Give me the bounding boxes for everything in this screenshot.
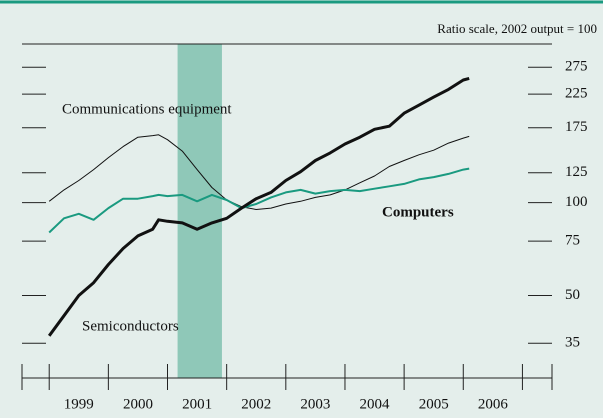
recession-band bbox=[177, 44, 222, 378]
x-tick-label: 2005 bbox=[419, 396, 449, 412]
y-tick-label: 50 bbox=[565, 287, 580, 303]
series-label: Semiconductors bbox=[82, 318, 179, 334]
x-tick-label: 2004 bbox=[360, 396, 391, 412]
x-tick-label: 2001 bbox=[182, 396, 212, 412]
y-tick-label: 75 bbox=[565, 233, 580, 249]
y-tick-label: 225 bbox=[565, 86, 588, 102]
y-tick-label: 275 bbox=[565, 59, 588, 75]
series-line bbox=[48, 134, 470, 210]
y-tick-label: 100 bbox=[565, 194, 588, 210]
x-tick-label: 2003 bbox=[300, 396, 330, 412]
series-line bbox=[47, 76, 470, 337]
x-tick-label: 2006 bbox=[478, 396, 509, 412]
x-tick-label: 2002 bbox=[241, 396, 271, 412]
series-label: Computers bbox=[382, 204, 454, 220]
series-line bbox=[48, 167, 470, 234]
y-tick-label: 35 bbox=[565, 335, 580, 351]
y-tick-label: 125 bbox=[565, 164, 588, 180]
y-tick-label: 175 bbox=[565, 119, 588, 135]
x-tick-label: 1999 bbox=[64, 396, 94, 412]
series-label: Communications equipment bbox=[62, 101, 232, 117]
subtitle: Ratio scale, 2002 output = 100 bbox=[437, 21, 597, 36]
x-tick-label: 2000 bbox=[123, 396, 153, 412]
